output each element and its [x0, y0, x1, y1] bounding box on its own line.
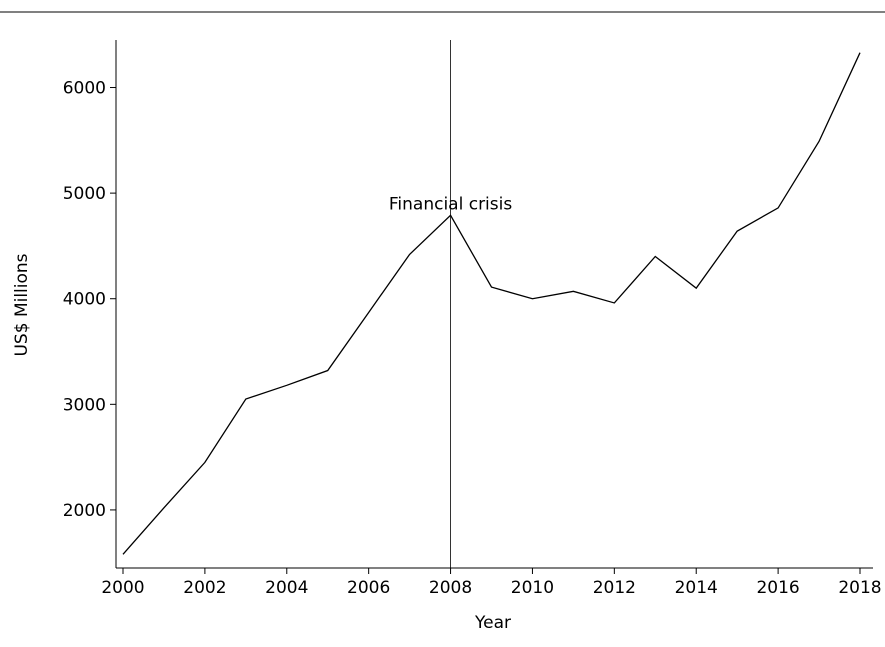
x-tick-label: 2000 [101, 578, 144, 598]
x-axis-ticks: 2000 2002 2004 2006 2008 2010 2012 2014 2016 2018 [101, 568, 882, 598]
series-line [122, 52, 861, 555]
y-tick-label: 4000 [63, 290, 106, 310]
x-tick-label: 2002 [183, 578, 226, 598]
x-tick-label: 2018 [838, 578, 881, 598]
x-tick-label: 2014 [675, 578, 718, 598]
axes [115, 40, 873, 569]
series-group [122, 52, 861, 555]
y-axis-ticks: 2000 3000 4000 5000 6000 [63, 79, 116, 521]
y-axis-title: US$ Millions [12, 253, 32, 356]
x-tick-label: 2010 [511, 578, 554, 598]
x-tick-label: 2006 [347, 578, 390, 598]
y-tick-label: 5000 [63, 184, 106, 204]
annotations: Financial crisis [389, 40, 512, 568]
x-axis-title: Year [474, 613, 511, 633]
x-tick-label: 2016 [756, 578, 799, 598]
x-tick-label: 2008 [429, 578, 472, 598]
x-tick-label: 2012 [593, 578, 636, 598]
x-tick-label: 2004 [265, 578, 308, 598]
financial-crisis-label: Financial crisis [389, 194, 512, 214]
y-tick-label: 2000 [63, 501, 106, 521]
y-tick-label: 3000 [63, 395, 106, 415]
y-tick-label: 6000 [63, 79, 106, 99]
